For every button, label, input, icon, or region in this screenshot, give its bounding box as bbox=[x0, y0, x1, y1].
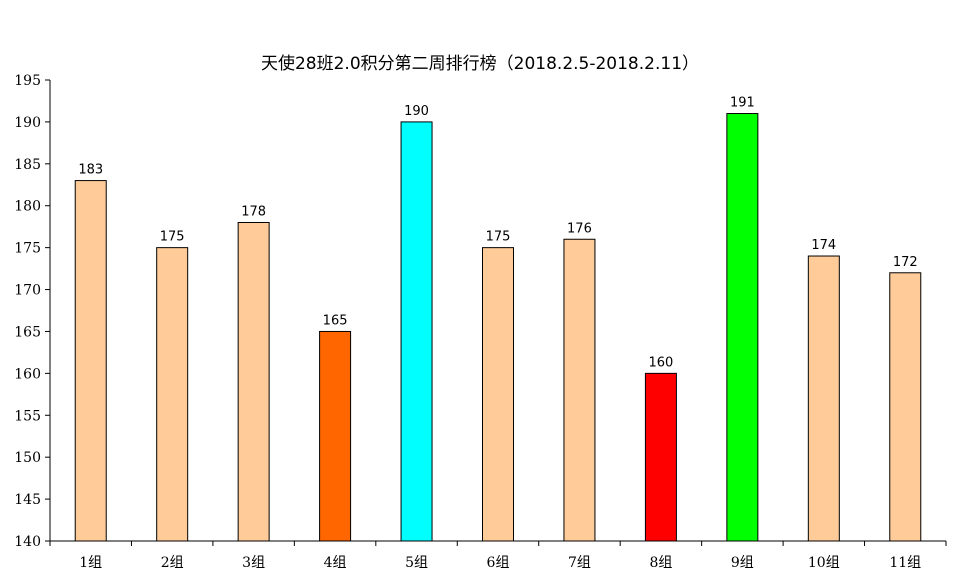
y-tick-label: 190 bbox=[14, 115, 41, 131]
data-label: 172 bbox=[893, 255, 918, 270]
x-tick-label: 10组 bbox=[808, 555, 840, 571]
x-tick-label: 11组 bbox=[889, 555, 921, 571]
y-tick-label: 180 bbox=[14, 199, 41, 215]
data-label: 174 bbox=[811, 238, 836, 253]
y-tick-label: 155 bbox=[14, 408, 41, 424]
bar bbox=[482, 247, 514, 542]
y-tick-label: 145 bbox=[14, 492, 41, 508]
bar bbox=[807, 255, 840, 542]
data-label: 178 bbox=[241, 204, 266, 219]
y-tick-label: 170 bbox=[14, 283, 41, 299]
data-label: 165 bbox=[323, 313, 348, 328]
data-label: 175 bbox=[486, 230, 511, 245]
bar bbox=[563, 238, 596, 542]
bars bbox=[74, 113, 922, 542]
x-tick-label: 3组 bbox=[242, 555, 265, 571]
data-label: 183 bbox=[78, 163, 103, 178]
bar bbox=[156, 247, 189, 542]
x-tick-label: 8组 bbox=[649, 555, 672, 571]
y-axis: 140 145 150 155 160 165 170 175 180 185 190 195 bbox=[14, 73, 51, 550]
y-tick-label: 175 bbox=[14, 241, 41, 257]
bar bbox=[319, 330, 352, 542]
bar bbox=[400, 121, 433, 542]
y-tick-label: 165 bbox=[14, 324, 41, 340]
x-tick-label: 7组 bbox=[568, 555, 591, 571]
bar bbox=[889, 272, 922, 542]
bar bbox=[726, 113, 759, 542]
chart-title: 天使28班2.0积分第二周排行榜（2018.2.5-2018.2.11） bbox=[261, 53, 699, 74]
y-tick-label: 160 bbox=[14, 366, 41, 382]
bar bbox=[74, 180, 107, 542]
x-tick-label: 2组 bbox=[161, 555, 184, 571]
x-tick-label: 4组 bbox=[324, 555, 347, 571]
x-axis: 1组 2组 3组 4组 5组 6组 7组 8组 9组 10组 11组 bbox=[49, 540, 947, 571]
bar bbox=[644, 372, 677, 542]
x-tick-label: 9组 bbox=[731, 555, 754, 571]
y-tick-label: 195 bbox=[14, 73, 41, 89]
x-tick-label: 5组 bbox=[405, 555, 428, 571]
y-tick-label: 150 bbox=[14, 450, 41, 466]
data-labels: 183 175 178 165 190 175 176 160 191 174 172 bbox=[78, 96, 917, 371]
y-tick-label: 185 bbox=[14, 157, 41, 173]
x-tick-label: 6组 bbox=[487, 555, 510, 571]
data-label: 175 bbox=[160, 230, 185, 245]
data-label: 176 bbox=[567, 221, 592, 236]
data-label: 190 bbox=[404, 104, 429, 119]
x-tick-label: 1组 bbox=[79, 555, 102, 571]
data-label: 160 bbox=[648, 355, 673, 370]
bar bbox=[237, 221, 270, 542]
data-label: 191 bbox=[730, 96, 755, 111]
y-tick-label: 140 bbox=[14, 534, 41, 550]
